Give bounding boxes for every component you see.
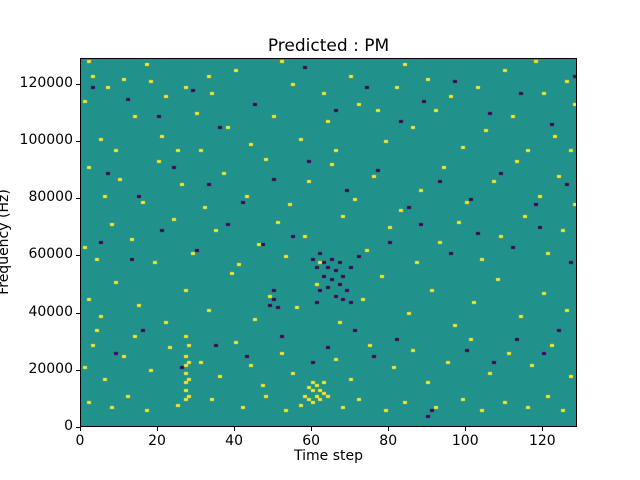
x-tick-label: 0: [75, 433, 85, 449]
x-tick-label: 20: [148, 433, 166, 449]
y-tick-label: 100000: [19, 131, 73, 148]
x-tick-mark: [311, 427, 313, 431]
x-tick-label: 60: [302, 433, 321, 449]
x-tick-mark: [157, 427, 159, 431]
y-tick-mark: [76, 83, 80, 85]
y-tick-mark: [76, 369, 80, 371]
heatmap-plot-area: [80, 58, 577, 427]
x-tick-mark: [234, 427, 236, 431]
x-axis-label: Time step: [294, 448, 363, 464]
x-tick-mark: [388, 427, 390, 431]
chart-title: Predicted : PM: [267, 36, 390, 56]
y-tick-mark: [76, 198, 80, 200]
y-tick-mark: [76, 312, 80, 314]
x-tick-mark: [542, 427, 544, 431]
y-tick-mark: [76, 140, 80, 142]
x-tick-label: 80: [379, 433, 398, 449]
x-tick-label: 120: [528, 433, 556, 449]
y-tick-label: 20000: [28, 360, 73, 377]
x-tick-mark: [465, 427, 467, 431]
y-tick-mark: [76, 255, 80, 257]
y-tick-label: 40000: [28, 303, 73, 320]
y-tick-mark: [76, 427, 80, 428]
y-tick-label: 80000: [28, 189, 73, 206]
y-tick-label: 120000: [19, 74, 73, 91]
x-tick-label: 40: [225, 433, 244, 449]
x-tick-mark: [80, 427, 81, 431]
x-tick-label: 100: [451, 433, 479, 449]
y-tick-label: 0: [64, 418, 73, 434]
y-tick-label: 60000: [28, 246, 73, 263]
